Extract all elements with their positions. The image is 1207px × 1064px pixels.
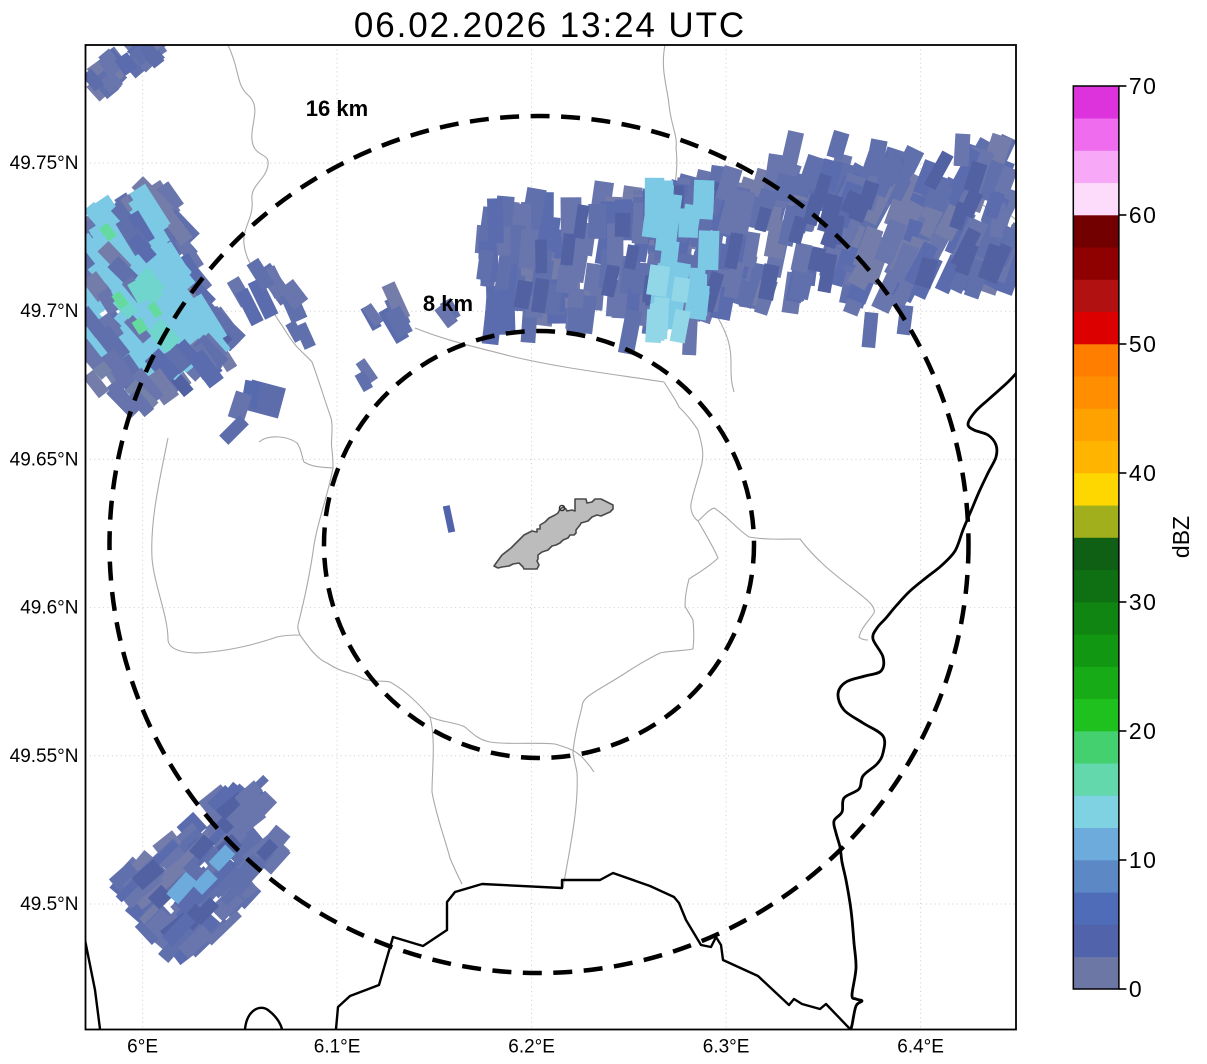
svg-text:50: 50 — [1129, 331, 1158, 357]
svg-text:70: 70 — [1129, 73, 1158, 99]
svg-text:6.1°E: 6.1°E — [314, 1037, 361, 1058]
svg-text:06.02.2026 13:24 UTC: 06.02.2026 13:24 UTC — [354, 6, 746, 45]
svg-text:49.5°N: 49.5°N — [20, 894, 78, 915]
svg-text:60: 60 — [1129, 202, 1158, 228]
svg-text:40: 40 — [1129, 460, 1158, 486]
svg-text:6.3°E: 6.3°E — [703, 1037, 750, 1058]
svg-text:49.7°N: 49.7°N — [20, 301, 78, 322]
svg-text:20: 20 — [1129, 718, 1158, 744]
svg-text:6°E: 6°E — [127, 1037, 158, 1058]
svg-text:6.2°E: 6.2°E — [508, 1037, 555, 1058]
svg-text:dBZ: dBZ — [1168, 516, 1194, 558]
svg-text:49.75°N: 49.75°N — [10, 153, 79, 174]
svg-text:10: 10 — [1129, 847, 1158, 873]
svg-text:49.6°N: 49.6°N — [20, 598, 78, 619]
svg-text:30: 30 — [1129, 589, 1158, 615]
svg-text:16 km: 16 km — [306, 96, 368, 121]
svg-text:6.4°E: 6.4°E — [897, 1037, 944, 1058]
svg-text:8 km: 8 km — [423, 291, 473, 316]
svg-text:49.65°N: 49.65°N — [10, 449, 79, 470]
svg-text:0: 0 — [1129, 976, 1143, 1002]
svg-text:49.55°N: 49.55°N — [10, 746, 79, 767]
